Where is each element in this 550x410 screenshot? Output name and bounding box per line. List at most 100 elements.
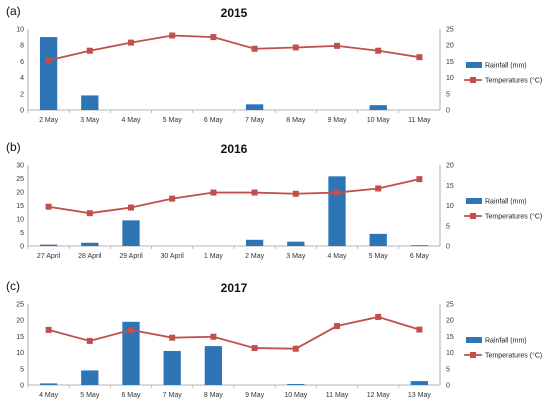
legend-temperature-marker [470, 352, 476, 358]
rainfall-bar [410, 381, 429, 385]
x-tick-label: 1 May [204, 253, 224, 260]
x-tick-label: 3 May [286, 253, 306, 260]
temperature-marker [375, 47, 382, 54]
legend-temperature-marker [470, 213, 476, 219]
temperature-marker [169, 195, 176, 202]
temperature-marker [128, 326, 134, 333]
chart-panel-2016: (b) 2016 0 5 10 15 20 25 30 0 5 10 15 20 27 April 28 Ap… [6, 140, 542, 260]
x-tick-label: 2 May [245, 253, 265, 260]
y-right-tick-label: 25 [446, 27, 454, 34]
y-left-tick-label: 25 [16, 302, 24, 309]
temperature-marker [292, 345, 299, 352]
x-tick-label: 10 May [367, 117, 390, 124]
temperature-marker [128, 39, 134, 46]
chart-panel-2015: (a) 2015 0 2 4 6 8 10 0 5 10 15 20 25 2 May 3 May 4 May 5… [6, 4, 542, 124]
x-tick-label: 5 May [163, 117, 183, 124]
x-tick-label: 7 May [163, 392, 183, 399]
rainfall-bar [410, 245, 429, 246]
temperature-marker [416, 54, 423, 61]
x-tick-label: 2 May [39, 117, 59, 124]
y-right-tick-label: 20 [446, 163, 454, 170]
legend-rainfall-swatch [466, 337, 482, 343]
legend-rainfall-label: Rainfall (mm) [485, 63, 527, 70]
legend-temperature-label: Temperatures (°C) [485, 352, 542, 360]
legend: Rainfall (mm) Temperatures (°C) [464, 337, 542, 360]
y-left-tick-label: 30 [16, 163, 24, 170]
legend-rainfall-label: Rainfall (mm) [485, 199, 527, 206]
y-right-tick-label: 20 [446, 318, 454, 325]
rainfall-bar [81, 242, 99, 246]
x-tick-label: 4 May [327, 253, 347, 260]
rainfall-bar [245, 104, 264, 110]
rainfall-bar [39, 37, 58, 110]
x-tick-label: 6 May [204, 117, 224, 124]
x-tick-label: 4 May [121, 117, 141, 124]
x-tick-label: 9 May [327, 117, 347, 124]
y-left-tick-label: 15 [16, 334, 24, 341]
temperature-marker [334, 42, 340, 49]
chart-panel-2017: (c) 2017 0 5 10 15 20 25 0 5 10 15 20 25 4 May 5 May 6 M… [6, 279, 542, 399]
rainfall-bar [369, 105, 387, 110]
rainfall-bar [122, 220, 140, 246]
x-tick-label: 12 May [367, 392, 390, 399]
y-left-tick-label: 5 [20, 366, 24, 373]
y-right-tick-label: 0 [446, 108, 450, 115]
temperature-marker [292, 44, 299, 51]
y-left-tick-label: 8 [20, 43, 24, 50]
y-right-tick-label: 5 [446, 366, 450, 373]
y-right-tick-label: 15 [446, 59, 454, 66]
rainfall-bar [328, 176, 346, 246]
rainfall-bar [245, 239, 264, 246]
rainfall-bar [81, 95, 99, 110]
temperature-marker [334, 189, 340, 196]
y-left-tick-label: 6 [20, 59, 24, 66]
y-left-tick-label: 10 [16, 217, 24, 224]
x-tick-label: 6 May [410, 253, 430, 260]
x-tick-label: 11 May [408, 117, 431, 124]
x-tick-label: 27 April [37, 253, 61, 260]
temperature-line [48, 316, 420, 350]
temperature-marker [375, 313, 382, 320]
y-right-tick-label: 15 [446, 183, 454, 190]
legend-temperature-label: Temperatures (°C) [485, 213, 542, 221]
y-left-tick-label: 2 [20, 91, 24, 98]
y-left-tick-label: 0 [20, 244, 24, 251]
legend-rainfall-label: Rainfall (mm) [485, 338, 527, 345]
temperature-marker [45, 203, 52, 210]
legend-temperature-marker [470, 77, 476, 83]
rainfall-bar [39, 383, 58, 385]
chart-title: 2017 [221, 281, 248, 295]
temperature-marker [45, 57, 52, 64]
x-tick-label: 13 May [408, 392, 431, 399]
temperature-marker [292, 190, 299, 197]
rainfall-bar [287, 241, 305, 246]
y-right-tick-label: 15 [446, 334, 454, 341]
x-tick-label: 5 May [369, 253, 389, 260]
y-right-tick-label: 5 [446, 91, 450, 98]
temperature-marker [416, 326, 423, 333]
x-tick-label: 4 May [39, 392, 59, 399]
y-right-tick-label: 20 [446, 43, 454, 50]
legend: Rainfall (mm) Temperatures (°C) [464, 62, 542, 85]
temperature-marker [251, 45, 258, 52]
temperature-marker [210, 333, 217, 340]
temperature-marker [251, 345, 258, 352]
y-right-tick-label: 5 [446, 223, 450, 230]
temperature-marker [416, 176, 423, 183]
y-right-tick-label: 10 [446, 350, 454, 357]
x-tick-label: 11 May [326, 392, 349, 399]
rainfall-bar [287, 384, 305, 385]
legend-rainfall-swatch [466, 62, 482, 68]
y-right-tick-label: 10 [446, 203, 454, 210]
rainfall-bar [81, 370, 99, 385]
temperature-marker [169, 32, 176, 39]
panel-label: (b) [6, 140, 21, 154]
temperature-marker [334, 323, 340, 330]
rainfall-bar [39, 244, 58, 246]
temperature-marker [86, 47, 93, 54]
temperature-marker [210, 189, 217, 196]
rainfall-bar [204, 346, 223, 385]
y-left-tick-label: 5 [20, 230, 24, 237]
y-left-tick-label: 20 [16, 190, 24, 197]
